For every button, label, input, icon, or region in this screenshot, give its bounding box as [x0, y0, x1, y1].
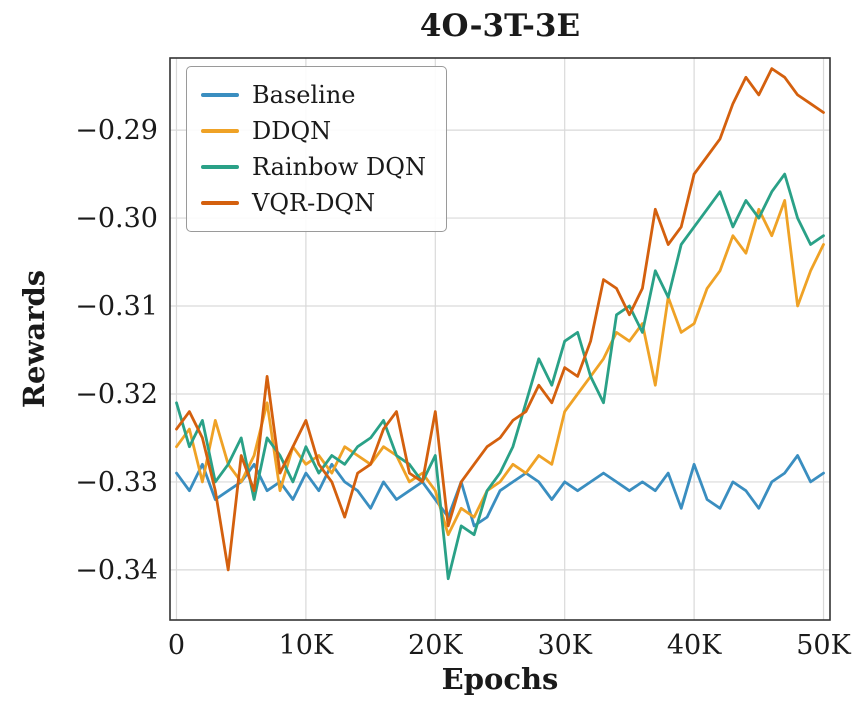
svg-text:−0.33: −0.33 [75, 467, 158, 498]
svg-text:−0.34: −0.34 [75, 555, 158, 586]
svg-text:40K: 40K [667, 630, 722, 661]
x-axis-label: Epochs [441, 662, 559, 696]
svg-text:−0.31: −0.31 [75, 291, 158, 322]
svg-text:−0.30: −0.30 [75, 203, 158, 234]
svg-text:−0.29: −0.29 [75, 115, 158, 146]
legend-label-baseline: Baseline [252, 81, 356, 109]
legend-swatch-rainbow-dqn [201, 165, 239, 169]
legend-swatch-ddqn [201, 129, 239, 133]
legend-swatch-baseline [201, 93, 239, 97]
svg-text:20K: 20K [408, 630, 463, 661]
legend-item-ddqn: DDQN [201, 113, 426, 149]
svg-text:50K: 50K [796, 630, 851, 661]
y-axis-label: Rewards [17, 269, 51, 409]
legend-item-rainbow-dqn: Rainbow DQN [201, 149, 426, 185]
legend: Baseline DDQN Rainbow DQN VQR-DQN [186, 66, 447, 232]
legend-swatch-vqr-dqn [201, 201, 239, 205]
svg-text:30K: 30K [537, 630, 592, 661]
legend-item-baseline: Baseline [201, 77, 426, 113]
legend-label-ddqn: DDQN [252, 117, 332, 145]
svg-text:0: 0 [168, 630, 185, 661]
legend-item-vqr-dqn: VQR-DQN [201, 185, 426, 221]
svg-text:10K: 10K [279, 630, 334, 661]
chart-title: 4O-3T-3E [419, 8, 581, 44]
legend-label-vqr-dqn: VQR-DQN [252, 189, 376, 217]
svg-text:−0.32: −0.32 [75, 379, 158, 410]
legend-label-rainbow-dqn: Rainbow DQN [252, 153, 426, 181]
